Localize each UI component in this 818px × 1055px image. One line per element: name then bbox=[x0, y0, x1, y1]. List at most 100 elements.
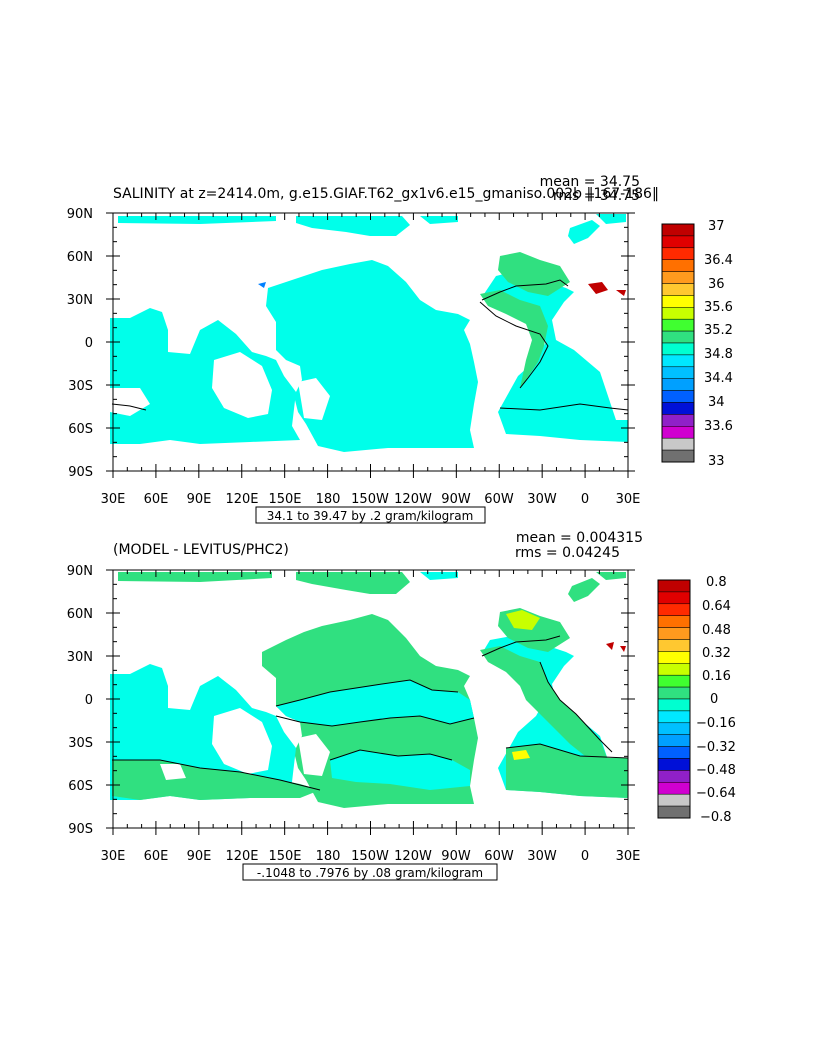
ocean-fill bbox=[118, 216, 276, 224]
colorbar-swatch bbox=[661, 342, 695, 356]
y-tick-label: 60S bbox=[68, 779, 93, 794]
ocean-fill bbox=[498, 252, 570, 296]
y-tick-label: 60N bbox=[67, 250, 93, 265]
x-tick-label: 120E bbox=[225, 849, 258, 864]
contour-line bbox=[481, 635, 629, 759]
map-area bbox=[110, 214, 629, 452]
high-salinity-patch bbox=[588, 282, 608, 294]
ocean-fill bbox=[110, 308, 300, 444]
x-tick-label: 150W bbox=[351, 849, 389, 864]
x-tick-label: 120E bbox=[225, 492, 258, 507]
colorbar-label: 35.6 bbox=[704, 300, 733, 315]
x-tick-label: 120W bbox=[394, 849, 432, 864]
x-tick-label: 90W bbox=[441, 492, 471, 507]
colorbar-label: −0.16 bbox=[696, 716, 736, 731]
y-tick-label: 30S bbox=[68, 736, 93, 751]
colorbar-swatch bbox=[661, 414, 695, 427]
difference-fill bbox=[506, 610, 540, 630]
x-tick-label: 30W bbox=[527, 492, 557, 507]
colorbar-swatch bbox=[657, 686, 691, 700]
colorbar-swatch bbox=[661, 235, 695, 249]
colorbar-swatch bbox=[657, 651, 691, 664]
high-difference-patch bbox=[606, 642, 614, 650]
x-tick-label: 90E bbox=[187, 849, 212, 864]
x-tick-label: 30E bbox=[616, 492, 641, 507]
colorbar-label: −0.32 bbox=[696, 740, 736, 755]
colorbar-label: 35.2 bbox=[704, 323, 733, 338]
colorbar-swatch bbox=[661, 402, 695, 415]
colorbar-swatch bbox=[657, 746, 691, 759]
colorbar bbox=[661, 223, 695, 463]
salinity-panel: SALINITY at z=2414.0m, g.e15.GIAF.T62_gx… bbox=[67, 174, 733, 524]
difference-fill bbox=[296, 572, 410, 594]
colorbar-swatch bbox=[657, 770, 691, 783]
x-tick-label: 0 bbox=[581, 849, 589, 864]
x-tick-label: 60E bbox=[144, 492, 169, 507]
range-box bbox=[255, 506, 486, 524]
land-mask bbox=[298, 378, 330, 420]
map-area bbox=[110, 572, 629, 808]
colorbar-swatch bbox=[657, 615, 691, 628]
colorbar-label: 0.32 bbox=[702, 646, 731, 661]
colorbar-label: 34 bbox=[708, 395, 725, 410]
x-tick-label: 60E bbox=[144, 849, 169, 864]
colorbar-swatch bbox=[657, 663, 691, 676]
ocean-fill bbox=[296, 216, 410, 236]
range-box-label: -.1048 to .7976 by .08 gram/kilogram bbox=[257, 866, 483, 880]
difference-fill bbox=[118, 572, 272, 582]
x-tick-label: 180 bbox=[316, 492, 341, 507]
panel-title: (MODEL - LEVITUS/PHC2) bbox=[113, 542, 289, 558]
colorbar-swatch bbox=[661, 259, 695, 272]
difference-fill bbox=[512, 750, 530, 760]
x-tick-label: 60W bbox=[484, 849, 514, 864]
colorbar-swatch bbox=[661, 449, 695, 463]
y-tick-label: 60S bbox=[68, 422, 93, 437]
land-mask bbox=[160, 764, 186, 780]
colorbar-label: 36.4 bbox=[704, 253, 733, 268]
y-tick-label: 30N bbox=[67, 650, 93, 665]
high-salinity-patch bbox=[616, 290, 626, 296]
colorbar-swatch bbox=[661, 390, 695, 403]
colorbar-label: 36 bbox=[708, 277, 725, 292]
colorbar-swatch bbox=[657, 793, 691, 807]
x-tick-label: 150E bbox=[268, 849, 301, 864]
x-tick-label: 150E bbox=[268, 492, 301, 507]
colorbar-swatch bbox=[661, 378, 695, 391]
panel-title: SALINITY at z=2414.0m, g.e15.GIAF.T62_gx… bbox=[113, 186, 659, 202]
colorbar-label: 33.6 bbox=[704, 419, 733, 434]
colorbar-swatch bbox=[661, 437, 695, 451]
colorbar-swatch bbox=[661, 271, 695, 284]
colorbar-swatch bbox=[661, 307, 695, 320]
ocean-fill bbox=[266, 260, 478, 452]
colorbar-swatch bbox=[661, 223, 695, 237]
colorbar-swatch bbox=[657, 698, 691, 712]
colorbar-swatch bbox=[661, 283, 695, 296]
colorbar-frame bbox=[661, 223, 695, 463]
y-tick-label: 30N bbox=[67, 293, 93, 308]
x-tick-label: 180 bbox=[316, 849, 341, 864]
y-tick-label: 90S bbox=[68, 822, 93, 837]
ocean-fill bbox=[568, 220, 600, 244]
x-tick-label: 30E bbox=[616, 849, 641, 864]
y-tick-label: 60N bbox=[67, 607, 93, 622]
colorbar-label: −0.64 bbox=[696, 786, 736, 801]
mean-readout: mean = 34.75 bbox=[540, 174, 640, 190]
colorbar-labels: 37 36.4 36 35.6 35.2 34.8 34.4 34 33.6 3… bbox=[704, 219, 733, 469]
y-tick-label: 90N bbox=[67, 564, 93, 579]
colorbar-label: 0.48 bbox=[702, 623, 731, 638]
colorbar-swatch bbox=[661, 426, 695, 439]
x-tick-label: 150W bbox=[351, 492, 389, 507]
colorbar-frame bbox=[657, 579, 691, 819]
colorbar-swatch bbox=[661, 330, 695, 344]
colorbar-labels: 0.8 0.64 0.48 0.32 0.16 0 −0.16 −0.32 −0… bbox=[696, 575, 736, 825]
colorbar-swatch bbox=[657, 805, 691, 819]
rms-readout: rms = 0.04245 bbox=[515, 545, 620, 561]
y-tick-label: 90N bbox=[67, 207, 93, 222]
y-tick-label: 30S bbox=[68, 379, 93, 394]
y-tick-label: 0 bbox=[85, 693, 93, 708]
x-tick-labels: 30E 60E 90E 120E 150E 180 150W 120W 90W … bbox=[101, 492, 641, 507]
x-tick-label: 30E bbox=[101, 492, 126, 507]
colorbar-label: 33 bbox=[708, 454, 725, 469]
range-box-label: 34.1 to 39.47 by .2 gram/kilogram bbox=[267, 509, 474, 523]
ocean-fill bbox=[420, 216, 458, 224]
